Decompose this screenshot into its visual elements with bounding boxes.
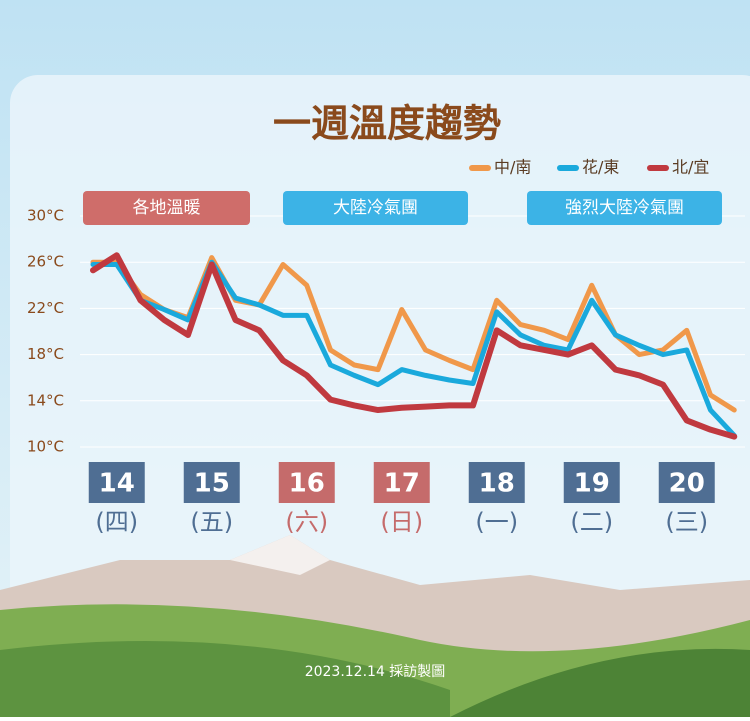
annotation-box	[83, 191, 250, 225]
annotation: 各地溫暖	[133, 198, 201, 218]
annotation: 大陸冷氣團	[333, 198, 418, 218]
x-tick-label: 20	[669, 469, 705, 499]
day-box	[183, 462, 240, 503]
footer: 2023.12.14 採訪製圖	[305, 664, 446, 680]
legend-label: 花/東	[582, 158, 619, 177]
chart-title: 一週溫度趨勢	[273, 102, 501, 146]
legend-label: 北/宜	[672, 158, 709, 177]
y-tick-label: 26°C	[27, 253, 64, 271]
x-tick-label: 15	[194, 469, 230, 499]
day-box	[658, 462, 715, 503]
weekday-label: (一)	[475, 508, 518, 536]
y-tick-label: 30°C	[27, 207, 64, 225]
x-tick-label: 17	[384, 469, 420, 499]
x-tick-label: 19	[574, 469, 610, 499]
hill	[0, 641, 450, 717]
annotation-box	[527, 191, 722, 225]
x-tick-label: 14	[99, 469, 135, 499]
weekday-label: (五)	[190, 508, 233, 536]
y-tick-label: 18°C	[27, 345, 64, 363]
annotation: 強烈大陸冷氣團	[565, 198, 684, 218]
weekday-label: (六)	[285, 508, 328, 536]
x-tick-label: 18	[479, 469, 515, 499]
legend-label: 中/南	[494, 158, 531, 177]
y-tick-label: 22°C	[27, 299, 64, 317]
series-line	[90, 252, 738, 440]
weekday-label: (三)	[665, 508, 708, 536]
day-box	[278, 462, 335, 503]
weekday-label: (二)	[570, 508, 613, 536]
y-tick-label: 10°C	[27, 438, 64, 456]
snow	[230, 535, 330, 575]
day-box	[468, 462, 525, 503]
weekday-label: (四)	[95, 508, 138, 536]
day-box	[373, 462, 430, 503]
hill	[450, 648, 750, 717]
day-box	[563, 462, 620, 503]
x-tick-label: 16	[289, 469, 325, 499]
annotation-box	[283, 191, 468, 225]
y-tick-label: 14°C	[27, 391, 64, 409]
day-box	[88, 462, 145, 503]
weekday-label: (日)	[380, 508, 423, 536]
